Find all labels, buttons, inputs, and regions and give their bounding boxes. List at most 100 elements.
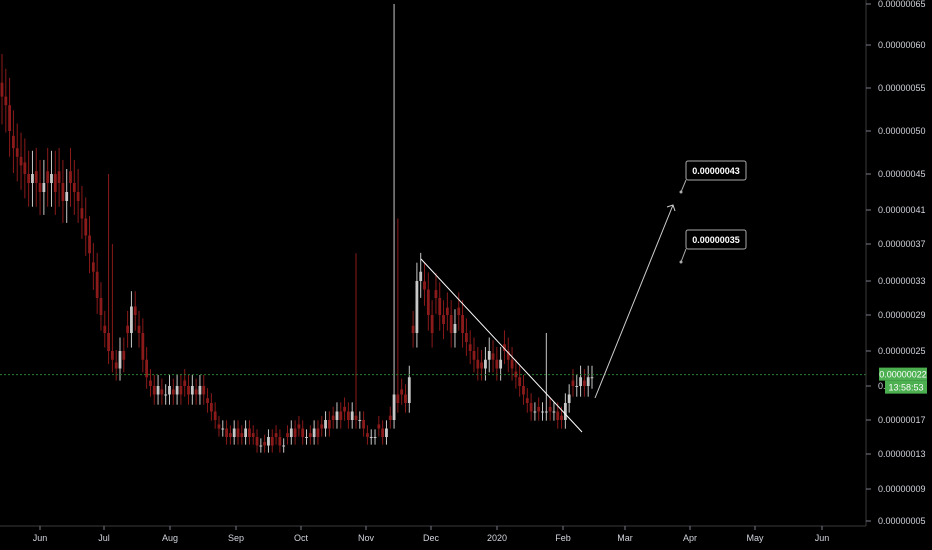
candle-body [76,192,80,201]
candle-body [209,403,213,412]
candle-body [434,290,438,298]
y-tick-label: 0.00000005 [878,516,926,526]
candle-body [430,315,434,333]
candle-body [423,281,426,290]
current-price-label: 0.00000022 [879,370,927,380]
candle-body [396,394,400,403]
candle-body [476,359,480,369]
candle-body [187,386,190,395]
candle-body [240,433,244,437]
candle-body [377,424,381,429]
x-tick-label: Apr [683,533,697,543]
y-tick-label: 0.00000055 [878,83,926,93]
x-tick-label: May [746,533,764,543]
candle-body [267,437,270,446]
x-tick-label: Oct [294,533,309,543]
candle-body [137,325,141,333]
candles-layer [0,4,594,453]
candle-body [453,324,457,333]
candle-body [194,389,198,395]
candle-body [183,380,187,386]
time-axis: Jun Jul Aug Sep Oct Nov Dec 2020 Feb Mar Apr May Jun [33,526,830,543]
y-tick-label: 0.00000060 [878,40,926,50]
x-tick-label: Nov [358,533,375,543]
candle-body [327,420,331,429]
candle-body [556,411,560,420]
candle-body [590,377,594,379]
candle-body [548,406,552,412]
candle-body [442,315,445,324]
candle-body [301,428,305,437]
candle-body [461,315,464,333]
downtrend-line [420,258,583,433]
candle-body [354,415,358,420]
candle-body [286,433,289,437]
target-callout-low: 0.00000035 [679,229,747,264]
candle-body [575,386,579,387]
candle-body [419,271,423,281]
candle-body [244,428,248,437]
candle-body [8,105,12,131]
candle-body [31,174,34,183]
candle-body [118,351,122,369]
candle-body [248,428,251,437]
x-tick-label: Jun [815,533,830,543]
candle-body [50,174,53,183]
candle-body [190,386,194,395]
candle-body [544,411,548,413]
candle-body [263,441,267,446]
candle-body [522,386,525,395]
candle-body [514,371,518,378]
candle-body [381,428,385,437]
candle-body [145,359,149,378]
candle-body [480,362,484,369]
candle-body [122,351,126,360]
candle-body [202,386,206,395]
candle-body [571,380,575,386]
candle-body [15,148,19,157]
y-tick-label: 0.00000013 [878,449,926,459]
candle-body [449,315,453,333]
candle-body [103,325,107,333]
candle-body [305,437,308,438]
target-callout-high: 0.00000043 [679,160,747,194]
candle-body [171,389,175,395]
candle-body [88,235,91,254]
x-tick-label: Dec [423,533,440,543]
candle-body [160,389,164,395]
candle-body [404,394,407,403]
y-tick-label: 0.00000045 [878,169,926,179]
candle-body [312,428,316,437]
candle-body [308,433,312,437]
candle-body [541,411,544,413]
candle-body [529,403,533,412]
candle-body [392,394,396,420]
x-tick-label: Jul [98,533,110,543]
candle-body [388,415,392,420]
candle-body [369,437,373,438]
candle-body [487,351,491,360]
candle-body [46,171,50,183]
candle-body [343,406,346,412]
candle-body [464,333,468,342]
candle-body [91,262,95,272]
y-tick-label: 0.00000029 [878,310,926,320]
candle-body [206,398,209,403]
candle-body [175,386,179,395]
candle-body [362,420,366,429]
x-tick-label: Jun [33,533,48,543]
candle-body [168,386,171,395]
candle-body [84,218,88,236]
current-price-tag: 0.00000022 13:58:53 [879,367,927,394]
candle-body [495,359,499,369]
candle-body [289,428,293,437]
candle-body [297,424,301,429]
y-tick-label: 0.00000065 [878,0,926,9]
candle-body [518,377,522,386]
candle-body [346,411,350,420]
y-tick-label: 0.00000037 [878,239,926,249]
candle-body [221,428,225,430]
candle-body [385,428,388,437]
candle-body [251,433,255,437]
